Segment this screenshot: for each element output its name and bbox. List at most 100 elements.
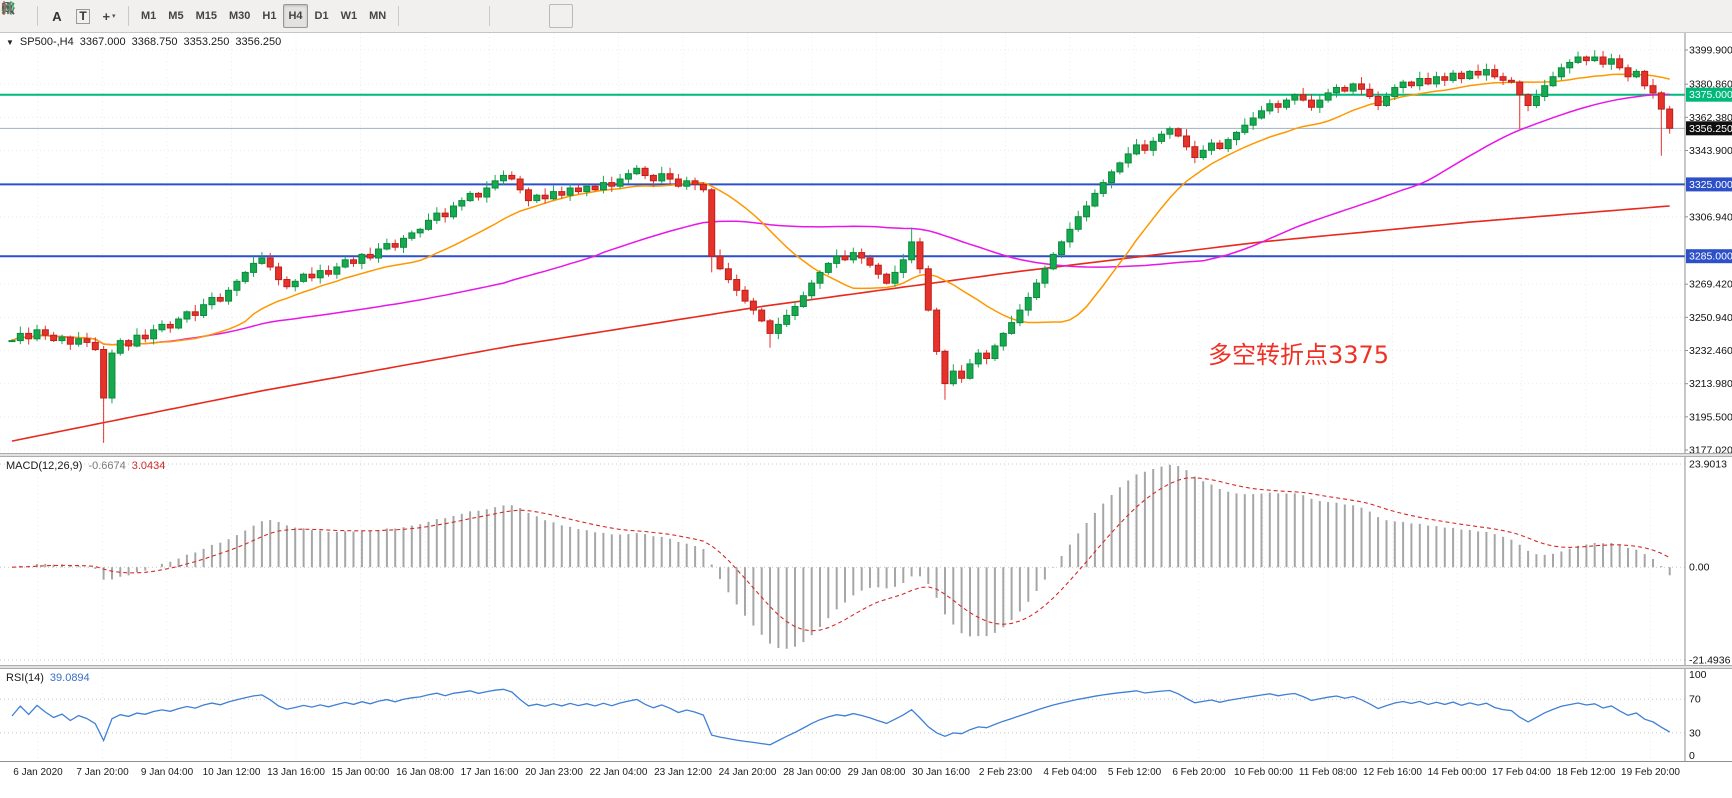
- candle: [1008, 322, 1016, 334]
- candle: [816, 271, 824, 284]
- time-axis-label: 28 Jan 00:00: [783, 767, 841, 778]
- candle: [1482, 69, 1490, 76]
- candle: [941, 350, 949, 385]
- candle: [808, 282, 816, 297]
- chart-annotation-text[interactable]: 多空转折点3375: [1208, 341, 1390, 369]
- candle: [683, 180, 691, 187]
- timeframe-h4-button[interactable]: H4: [283, 4, 308, 28]
- symbol-dropdown-icon[interactable]: ▼: [6, 37, 14, 47]
- candle: [1607, 58, 1615, 65]
- candle: [508, 174, 516, 180]
- timeframe-label: H1: [262, 10, 277, 22]
- candle: [1216, 142, 1224, 149]
- insert-label-icon[interactable]: T: [71, 4, 95, 28]
- timeframe-m5-button[interactable]: M5: [163, 4, 188, 28]
- candle: [1049, 253, 1057, 270]
- candle: [391, 243, 399, 248]
- ma-slow-line: [11, 205, 1670, 442]
- candle: [1199, 149, 1207, 159]
- timeframe-m30-button[interactable]: M30: [224, 4, 255, 28]
- time-axis[interactable]: 6 Jan 2020 7 Jan 20:00 9 Jan 04:00 10 Jan 1…: [0, 761, 1732, 798]
- candle: [466, 192, 474, 202]
- candle: [225, 289, 233, 302]
- candle: [1374, 96, 1382, 106]
- ma-mid-line: [11, 93, 1670, 346]
- rsi-axis-label: 30: [1689, 727, 1701, 739]
- candle: [58, 336, 66, 342]
- rsi-panel[interactable]: 100 70 30 0 RSI(14) 39.0894: [0, 669, 1732, 761]
- grid-icon[interactable]: [2, 2, 574, 28]
- candle: [333, 266, 341, 275]
- candle: [974, 352, 982, 365]
- timeframe-d1-button[interactable]: D1: [310, 4, 334, 28]
- candle: [791, 306, 799, 316]
- timeframe-w1-button[interactable]: W1: [336, 4, 363, 28]
- insert-text-icon[interactable]: A: [52, 8, 62, 24]
- svg-text:3285.000: 3285.000: [1689, 251, 1732, 263]
- macd-panel[interactable]: 23.9013 0.00 -21.4936 MACD(12,26,9) -0.667…: [0, 457, 1732, 665]
- candle: [991, 345, 999, 359]
- panel-divider[interactable]: [0, 453, 1732, 457]
- timeframe-h1-button[interactable]: H1: [257, 4, 281, 28]
- candle: [866, 257, 874, 266]
- bar-chart-icon[interactable]: [2, 2, 430, 28]
- panel-divider[interactable]: [0, 665, 1732, 669]
- candle: [883, 273, 891, 284]
- candle: [1183, 135, 1191, 148]
- candle: [1507, 79, 1515, 83]
- candle: [449, 205, 457, 218]
- zoom-in-icon[interactable]: [2, 2, 521, 28]
- candle: [1299, 94, 1307, 101]
- svg-text:3325.000: 3325.000: [1689, 179, 1732, 191]
- crosshair-icon[interactable]: + ▾: [102, 8, 116, 24]
- candle: [758, 309, 766, 322]
- candle: [316, 270, 324, 279]
- candle: [1391, 87, 1399, 97]
- zoom-out-icon[interactable]: [2, 2, 547, 28]
- candle: [1174, 128, 1182, 137]
- candle: [1657, 92, 1665, 110]
- price-axis[interactable]: 3399.900 3380.860 3362.380 3343.900 3306.940…: [1685, 45, 1732, 454]
- candle: [674, 178, 682, 187]
- candle: [908, 241, 916, 261]
- time-axis-label: 9 Jan 04:00: [140, 767, 194, 778]
- ma-fast-line: [11, 73, 1670, 346]
- candle: [783, 314, 791, 325]
- candle: [483, 187, 491, 198]
- timeframe-mn-button[interactable]: MN: [364, 4, 391, 28]
- svg-text:3375.000: 3375.000: [1689, 89, 1732, 101]
- candle: [1307, 99, 1315, 108]
- time-axis-label: 20 Jan 23:00: [525, 767, 583, 778]
- candle: [874, 264, 882, 275]
- candle: [1033, 282, 1041, 299]
- candle: [1233, 131, 1241, 141]
- candle: [891, 271, 899, 284]
- candle: [1324, 92, 1332, 101]
- candle: [741, 289, 749, 302]
- candle: [849, 252, 857, 261]
- timeframe-m15-button[interactable]: M15: [191, 4, 222, 28]
- timeframe-m1-button[interactable]: M1: [136, 4, 161, 28]
- time-axis-label: 23 Jan 12:00: [654, 767, 712, 778]
- macd-axis[interactable]: 23.9013 0.00 -21.4936: [1689, 459, 1731, 666]
- candle: [100, 349, 108, 399]
- line-chart-icon[interactable]: [1, 2, 482, 28]
- candle: [108, 352, 116, 399]
- candle: [158, 323, 166, 331]
- candle: [358, 253, 366, 264]
- candle: [50, 334, 58, 342]
- time-axis-label: 22 Jan 04:00: [589, 767, 648, 778]
- candle: [1474, 70, 1482, 76]
- candle: [83, 338, 91, 343]
- time-axis-label: 11 Feb 08:00: [1298, 767, 1358, 778]
- candle: [966, 363, 974, 379]
- candle: [933, 309, 941, 352]
- timeframe-label: D1: [314, 10, 329, 22]
- toolbar: A T + ▾ M1 M5 M15 M30 H1 H4 D1 W1 MN: [0, 0, 1732, 33]
- price-chart-canvas[interactable]: 3399.900 3380.860 3362.380 3343.900 3306.940…: [0, 33, 1732, 453]
- rsi-axis[interactable]: 100 70 30 0: [1689, 669, 1707, 761]
- time-axis-label: 29 Jan 08:00: [847, 767, 906, 778]
- candle-chart-icon[interactable]: [2, 1, 456, 28]
- candle: [1432, 76, 1440, 85]
- price-chart-panel[interactable]: 3399.900 3380.860 3362.380 3343.900 3306.940…: [0, 33, 1732, 453]
